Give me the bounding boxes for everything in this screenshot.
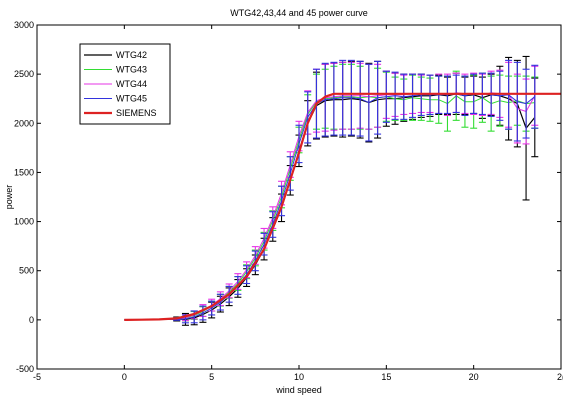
series-wtg45: [124, 59, 539, 324]
x-axis-ticks: -5 0 5 10 15 20 2(: [33, 25, 563, 382]
x-tick-label: 10: [294, 372, 304, 382]
x-tick-label: 2(: [557, 372, 563, 382]
legend-label: WTG45: [116, 94, 147, 104]
x-tick-label: 15: [381, 372, 391, 382]
series-siemens: [124, 92, 561, 321]
series-line-wtg45: [124, 93, 536, 321]
chart-title: WTG42,43,44 and 45 power curve: [230, 8, 368, 18]
y-tick-label: 0: [29, 315, 34, 325]
y-tick-label: 2000: [14, 118, 34, 128]
series-line-siemens: [124, 92, 561, 321]
legend-label: WTG44: [116, 79, 147, 89]
y-tick-label: 1000: [14, 217, 34, 227]
y-tick-label: 2500: [14, 69, 34, 79]
legend-label: SIEMENS: [116, 108, 157, 118]
y-axis-ticks: -500 0 500 1000 1500 2000 2500 3000: [14, 20, 561, 374]
legend-label: WTG42: [116, 50, 147, 60]
legend: WTG42 WTG43 WTG44 WTG45 SIEMENS: [79, 43, 171, 125]
y-tick-label: -500: [16, 364, 34, 374]
x-tick-label: -5: [33, 372, 41, 382]
x-tick-label: 0: [122, 372, 127, 382]
y-axis-title: power: [4, 185, 14, 210]
series-group: [124, 55, 561, 326]
y-tick-label: 3000: [14, 20, 34, 30]
x-tick-label: 20: [469, 372, 479, 382]
plot-frame: [36, 24, 562, 370]
y-tick-label: 1500: [14, 167, 34, 177]
y-tick-label: 500: [19, 266, 34, 276]
x-axis-title: wind speed: [275, 385, 322, 395]
legend-label: WTG43: [116, 65, 147, 75]
x-tick-label: 5: [209, 372, 214, 382]
